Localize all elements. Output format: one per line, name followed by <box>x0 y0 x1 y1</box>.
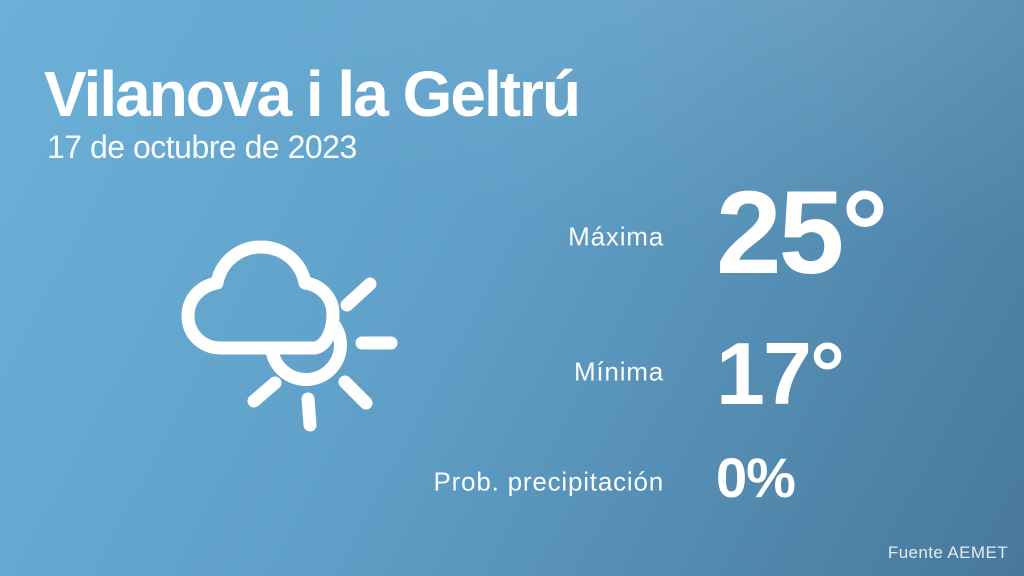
date-subtitle: 17 de octubre de 2023 <box>47 129 357 165</box>
source-attribution: Fuente AEMET <box>887 543 1008 562</box>
page-title: Vilanova i la Geltrú <box>44 58 581 130</box>
metric-value-maxima: 25° <box>716 167 888 299</box>
metric-label-precipitation: Prob. precipitación <box>433 466 664 497</box>
cloud-outline <box>181 240 340 355</box>
sun-ray-upper-right <box>340 277 377 312</box>
weather-icon-container <box>175 238 400 433</box>
sun-ray-down <box>301 392 317 432</box>
metric-label-minima: Mínima <box>573 356 664 387</box>
metric-value-precipitation: 0% <box>716 446 796 509</box>
metric-value-minima: 17° <box>716 324 845 423</box>
sun-ray-lower-left <box>247 376 282 408</box>
metric-label-maxima: Máxima <box>568 221 664 252</box>
cloud-sun-icon <box>181 240 398 432</box>
sun-ray-lower-right <box>338 375 373 410</box>
